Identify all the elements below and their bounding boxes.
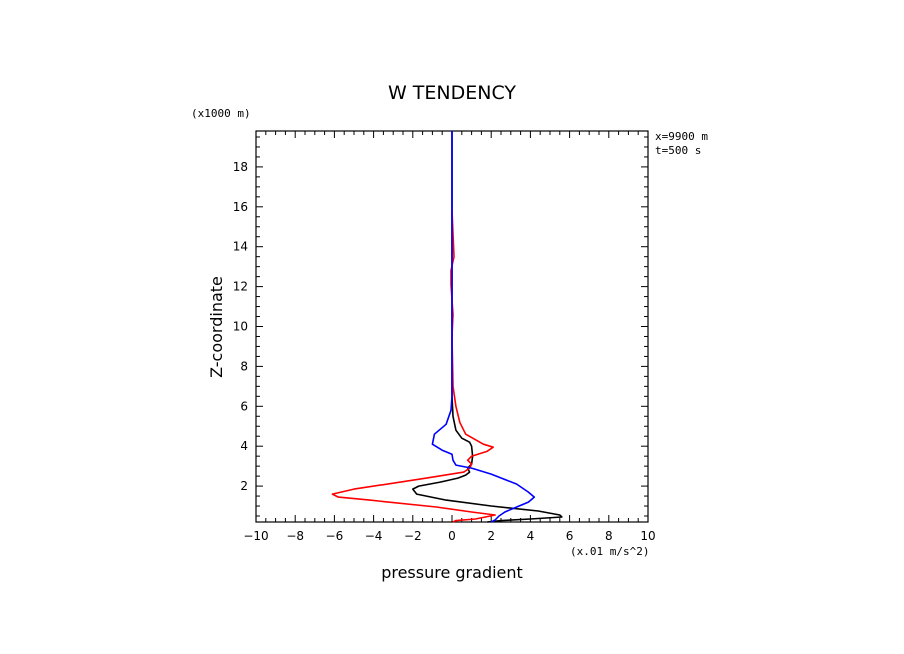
chart-title: W TENDENCY bbox=[388, 82, 516, 104]
y-tick-label: 2 bbox=[240, 479, 248, 493]
y-tick-label: 14 bbox=[233, 240, 248, 254]
y-units-label: (x1000 m) bbox=[191, 107, 251, 120]
axis-ticks bbox=[255, 131, 649, 522]
x-tick-label: −10 bbox=[243, 529, 268, 543]
x-tick-label: −4 bbox=[365, 529, 383, 543]
x-units-label: (x.01 m/s^2) bbox=[570, 545, 649, 558]
x-tick-label: −6 bbox=[326, 529, 344, 543]
x-tick-label: 8 bbox=[605, 529, 613, 543]
y-axis-label: Z-coordinate bbox=[207, 276, 226, 378]
x-tick-label: 0 bbox=[448, 529, 456, 543]
axis-tick-labels: −10 −8 −6 −4 −2 0 2 4 6 8 10 2 4 6 8 10 12 14 16 18 bbox=[233, 160, 656, 543]
x-tick-label: −2 bbox=[404, 529, 422, 543]
series-line-2 bbox=[331, 210, 496, 523]
y-tick-label: 8 bbox=[240, 359, 248, 373]
series-group bbox=[331, 131, 563, 523]
x-axis-label: pressure gradient bbox=[381, 563, 523, 582]
y-tick-label: 12 bbox=[233, 280, 248, 294]
x-tick-label: 2 bbox=[487, 529, 495, 543]
y-tick-label: 6 bbox=[240, 399, 248, 413]
y-tick-label: 4 bbox=[240, 439, 248, 453]
series-line-1 bbox=[411, 131, 563, 523]
x-tick-label: 4 bbox=[527, 529, 535, 543]
x-tick-label: 6 bbox=[566, 529, 574, 543]
y-tick-label: 18 bbox=[233, 160, 248, 174]
annotation-x: x=9900 m bbox=[655, 130, 708, 143]
y-tick-label: 16 bbox=[233, 200, 248, 214]
x-tick-label: 10 bbox=[640, 529, 655, 543]
annotation-t: t=500 s bbox=[655, 144, 701, 157]
series-line-3 bbox=[431, 131, 536, 523]
y-tick-label: 10 bbox=[233, 320, 248, 334]
x-tick-label: −8 bbox=[286, 529, 304, 543]
